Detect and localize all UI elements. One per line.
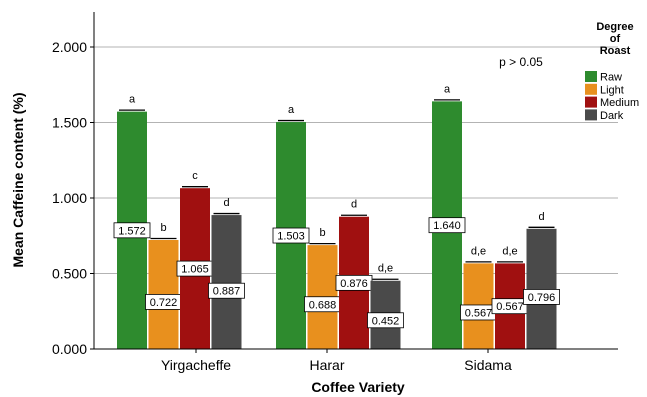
- significance-letter: c: [192, 170, 198, 182]
- significance-letter: b: [160, 222, 166, 234]
- legend-swatch-raw: [585, 71, 597, 82]
- legend-label-medium: Medium: [600, 97, 639, 109]
- value-label-box: [272, 227, 310, 244]
- y-tick-label: 2.000: [52, 39, 87, 55]
- significance-letter: d: [223, 197, 229, 209]
- y-tick-label: 0.000: [52, 341, 87, 357]
- value-label: 0.567: [496, 301, 524, 313]
- x-tick-label: Yirgacheffe: [161, 357, 231, 373]
- legend-label-raw: Raw: [600, 72, 622, 84]
- legend-swatch-light: [585, 83, 597, 95]
- value-label: 0.876: [340, 278, 368, 290]
- value-label: 0.887: [213, 286, 241, 298]
- value-label: 1.572: [118, 225, 146, 237]
- x-axis-title: Coffee Variety: [311, 379, 405, 395]
- value-label: 1.503: [277, 231, 305, 243]
- value-label: 0.452: [372, 315, 400, 327]
- y-axis-title: Mean Caffeine content (%): [10, 92, 26, 267]
- y-tick-label: 1.500: [52, 115, 87, 131]
- y-axis-ticks: 0.000 0.500 1.000 1.500 2.000: [52, 39, 94, 357]
- value-label-box: [367, 312, 404, 329]
- legend-title: of: [610, 33, 621, 45]
- value-label-box: [208, 282, 245, 299]
- legend-title: Roast: [600, 45, 631, 57]
- x-tick-label: Harar: [309, 357, 344, 373]
- legend-swatch-dark: [585, 109, 597, 121]
- y-tick-label: 0.500: [52, 266, 87, 282]
- value-label: 0.567: [465, 307, 493, 319]
- legend-title: Degree: [596, 21, 633, 33]
- x-tick-label: Sidama: [464, 357, 512, 373]
- significance-letter: d,e: [471, 245, 486, 257]
- value-label-box: [523, 289, 560, 305]
- significance-letter: a: [288, 104, 295, 116]
- significance-letter: b: [319, 227, 325, 239]
- significance-letter: a: [129, 94, 136, 106]
- value-label: 0.796: [528, 292, 556, 304]
- bar-dark: [211, 215, 242, 349]
- significance-letter: a: [444, 83, 451, 95]
- value-label-box: [428, 217, 466, 234]
- bars: a 1.572 b 0.722 c 1.065 d 0.887 a 1.503 b 0.688 d 0.8…: [113, 83, 560, 350]
- p-value-annotation: p > 0.05: [499, 55, 543, 69]
- legend-label-dark: Dark: [600, 110, 624, 122]
- value-label-box: [113, 222, 151, 239]
- value-label: 0.722: [150, 297, 178, 309]
- bar-dark: [526, 228, 557, 349]
- legend-swatch-medium: [585, 96, 597, 108]
- significance-letter: d: [538, 211, 544, 223]
- y-tick-label: 1.000: [52, 190, 87, 206]
- x-axis-ticks: Yirgacheffe Harar Sidama: [161, 349, 512, 373]
- value-label: 0.688: [309, 299, 337, 311]
- significance-letter: d,e: [502, 245, 517, 257]
- significance-letter: d,e: [378, 263, 393, 275]
- legend-label-light: Light: [600, 84, 624, 96]
- value-label: 1.065: [181, 264, 209, 276]
- value-label: 1.640: [433, 220, 461, 232]
- significance-letter: d: [351, 199, 357, 211]
